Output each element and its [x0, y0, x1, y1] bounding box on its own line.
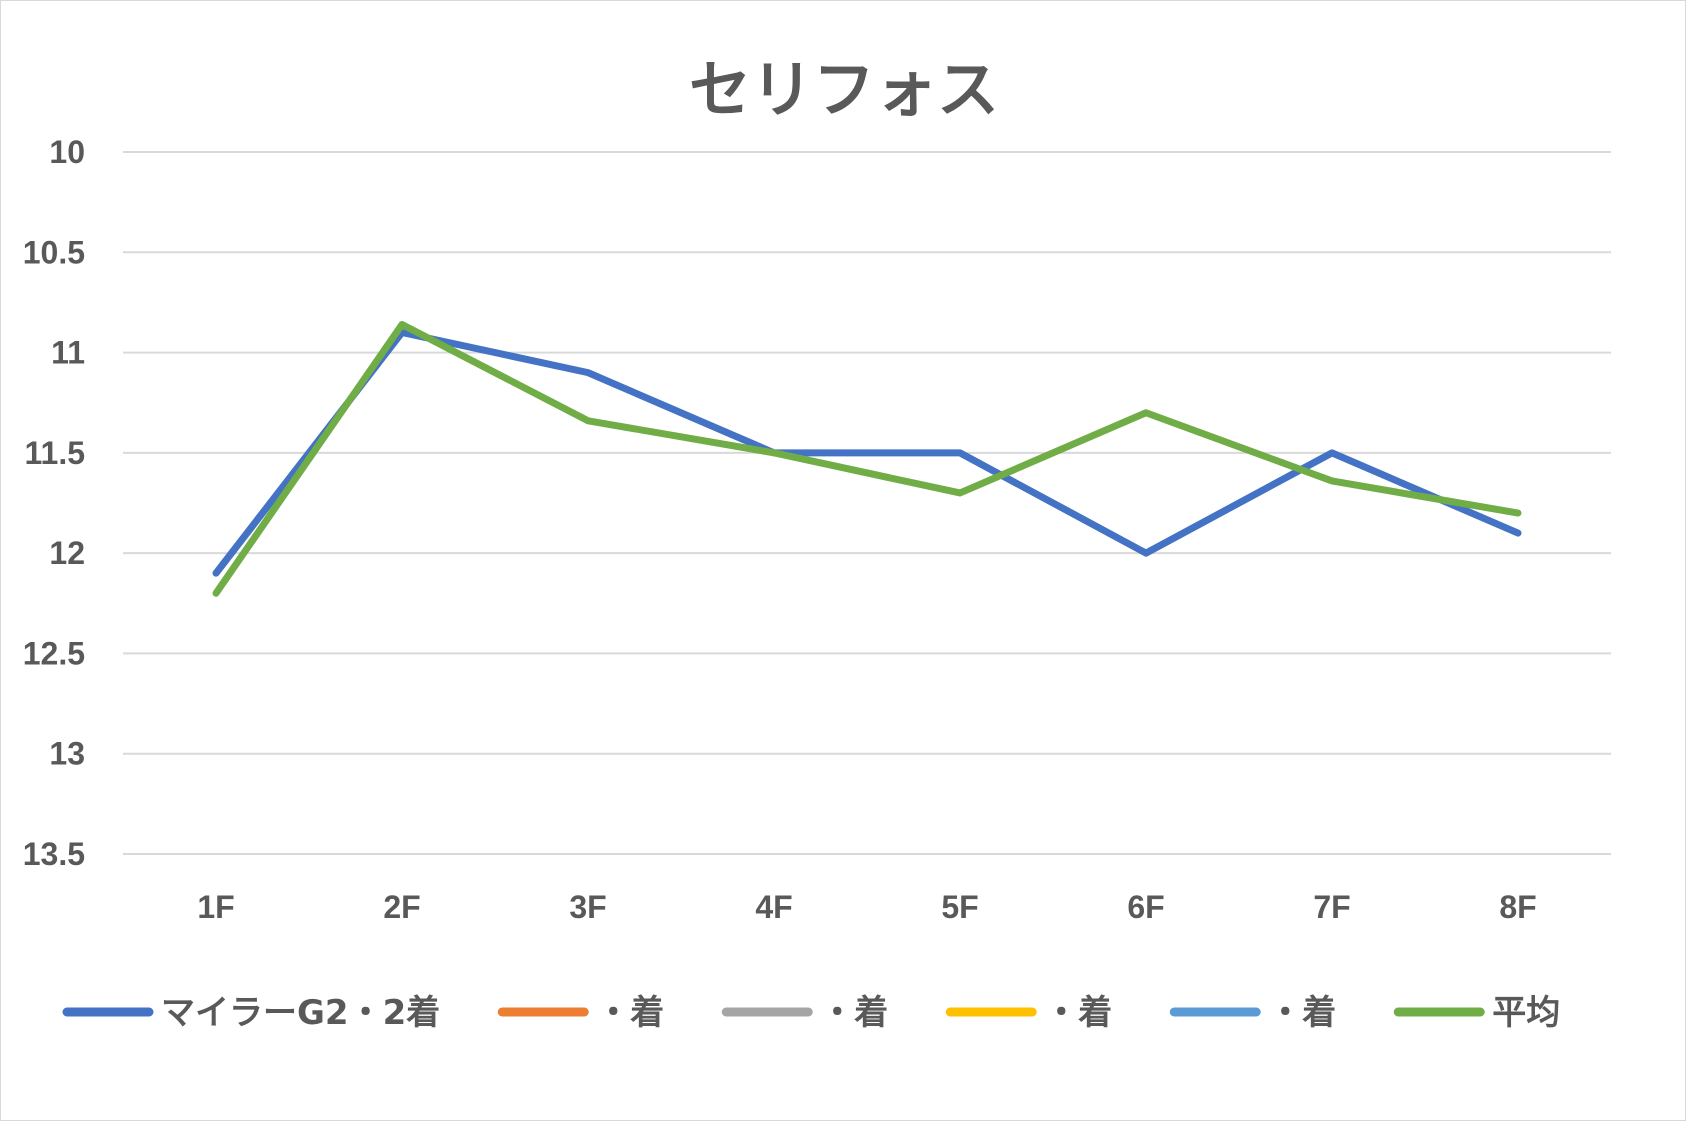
series-lines	[212, 320, 1522, 597]
legend-label: ・着	[596, 993, 664, 1033]
x-tick-label: 7F	[1313, 889, 1350, 925]
legend-label: 平均	[1492, 993, 1560, 1033]
legend-label: ・着	[1268, 993, 1336, 1033]
x-tick-label: 6F	[1127, 889, 1164, 925]
gridlines	[123, 151, 1611, 855]
y-tick-label: 11	[51, 335, 85, 371]
x-tick-label: 4F	[755, 889, 792, 925]
y-tick-label: 11.5	[24, 435, 85, 471]
legend-label: ・着	[1044, 993, 1112, 1033]
x-tick-label: 3F	[569, 889, 606, 925]
chart-title: セリフォス	[689, 53, 999, 126]
x-tick-label: 8F	[1499, 889, 1536, 925]
x-axis: 1F 2F 3F 4F 5F 6F 7F 8F	[197, 889, 1536, 925]
y-axis: 10 10.5 11 11.5 12 12.5 13 13.5	[23, 134, 85, 872]
y-tick-label: 13.5	[23, 836, 85, 872]
y-tick-label: 12	[49, 535, 85, 571]
x-tick-label: 1F	[197, 889, 234, 925]
y-tick-label: 10.5	[23, 234, 85, 270]
legend-label: ・着	[820, 993, 888, 1033]
x-tick-label: 5F	[941, 889, 978, 925]
legend: マイラーG2・2着 ・着 ・着 ・着 ・着 平均	[62, 993, 1560, 1033]
y-tick-label: 12.5	[23, 635, 85, 671]
legend-label: マイラーG2・2着	[161, 993, 440, 1033]
y-tick-label: 10	[49, 134, 85, 170]
series-line	[212, 320, 1522, 597]
x-tick-label: 2F	[383, 889, 420, 925]
y-tick-label: 13	[49, 736, 85, 772]
